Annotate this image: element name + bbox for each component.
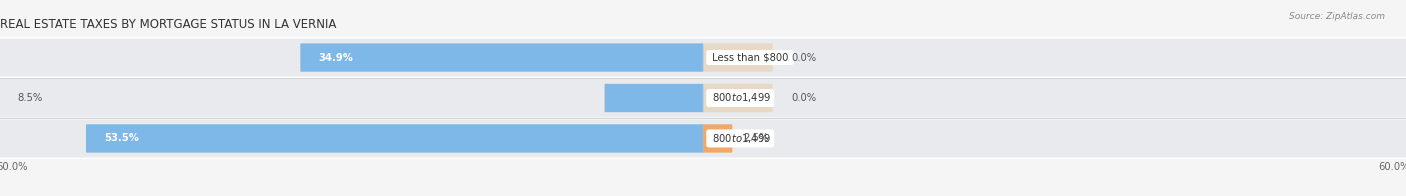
Text: 0.0%: 0.0%: [792, 53, 817, 63]
Text: 34.9%: 34.9%: [318, 53, 353, 63]
Text: 0.0%: 0.0%: [792, 93, 817, 103]
FancyBboxPatch shape: [0, 39, 1406, 77]
Text: Source: ZipAtlas.com: Source: ZipAtlas.com: [1289, 12, 1385, 21]
Text: REAL ESTATE TAXES BY MORTGAGE STATUS IN LA VERNIA: REAL ESTATE TAXES BY MORTGAGE STATUS IN …: [0, 18, 336, 31]
FancyBboxPatch shape: [703, 124, 733, 153]
Text: 8.5%: 8.5%: [17, 93, 42, 103]
FancyBboxPatch shape: [0, 118, 1406, 159]
Text: Less than $800: Less than $800: [709, 53, 792, 63]
FancyBboxPatch shape: [703, 43, 773, 72]
Text: $800 to $1,499: $800 to $1,499: [709, 132, 772, 145]
Text: 2.5%: 2.5%: [744, 133, 769, 143]
FancyBboxPatch shape: [0, 79, 1406, 117]
FancyBboxPatch shape: [301, 43, 703, 72]
FancyBboxPatch shape: [0, 119, 1406, 157]
FancyBboxPatch shape: [605, 84, 703, 112]
FancyBboxPatch shape: [0, 37, 1406, 78]
FancyBboxPatch shape: [0, 78, 1406, 118]
FancyBboxPatch shape: [703, 84, 773, 112]
Text: 53.5%: 53.5%: [104, 133, 139, 143]
Text: $800 to $1,499: $800 to $1,499: [709, 92, 772, 104]
FancyBboxPatch shape: [86, 124, 703, 153]
